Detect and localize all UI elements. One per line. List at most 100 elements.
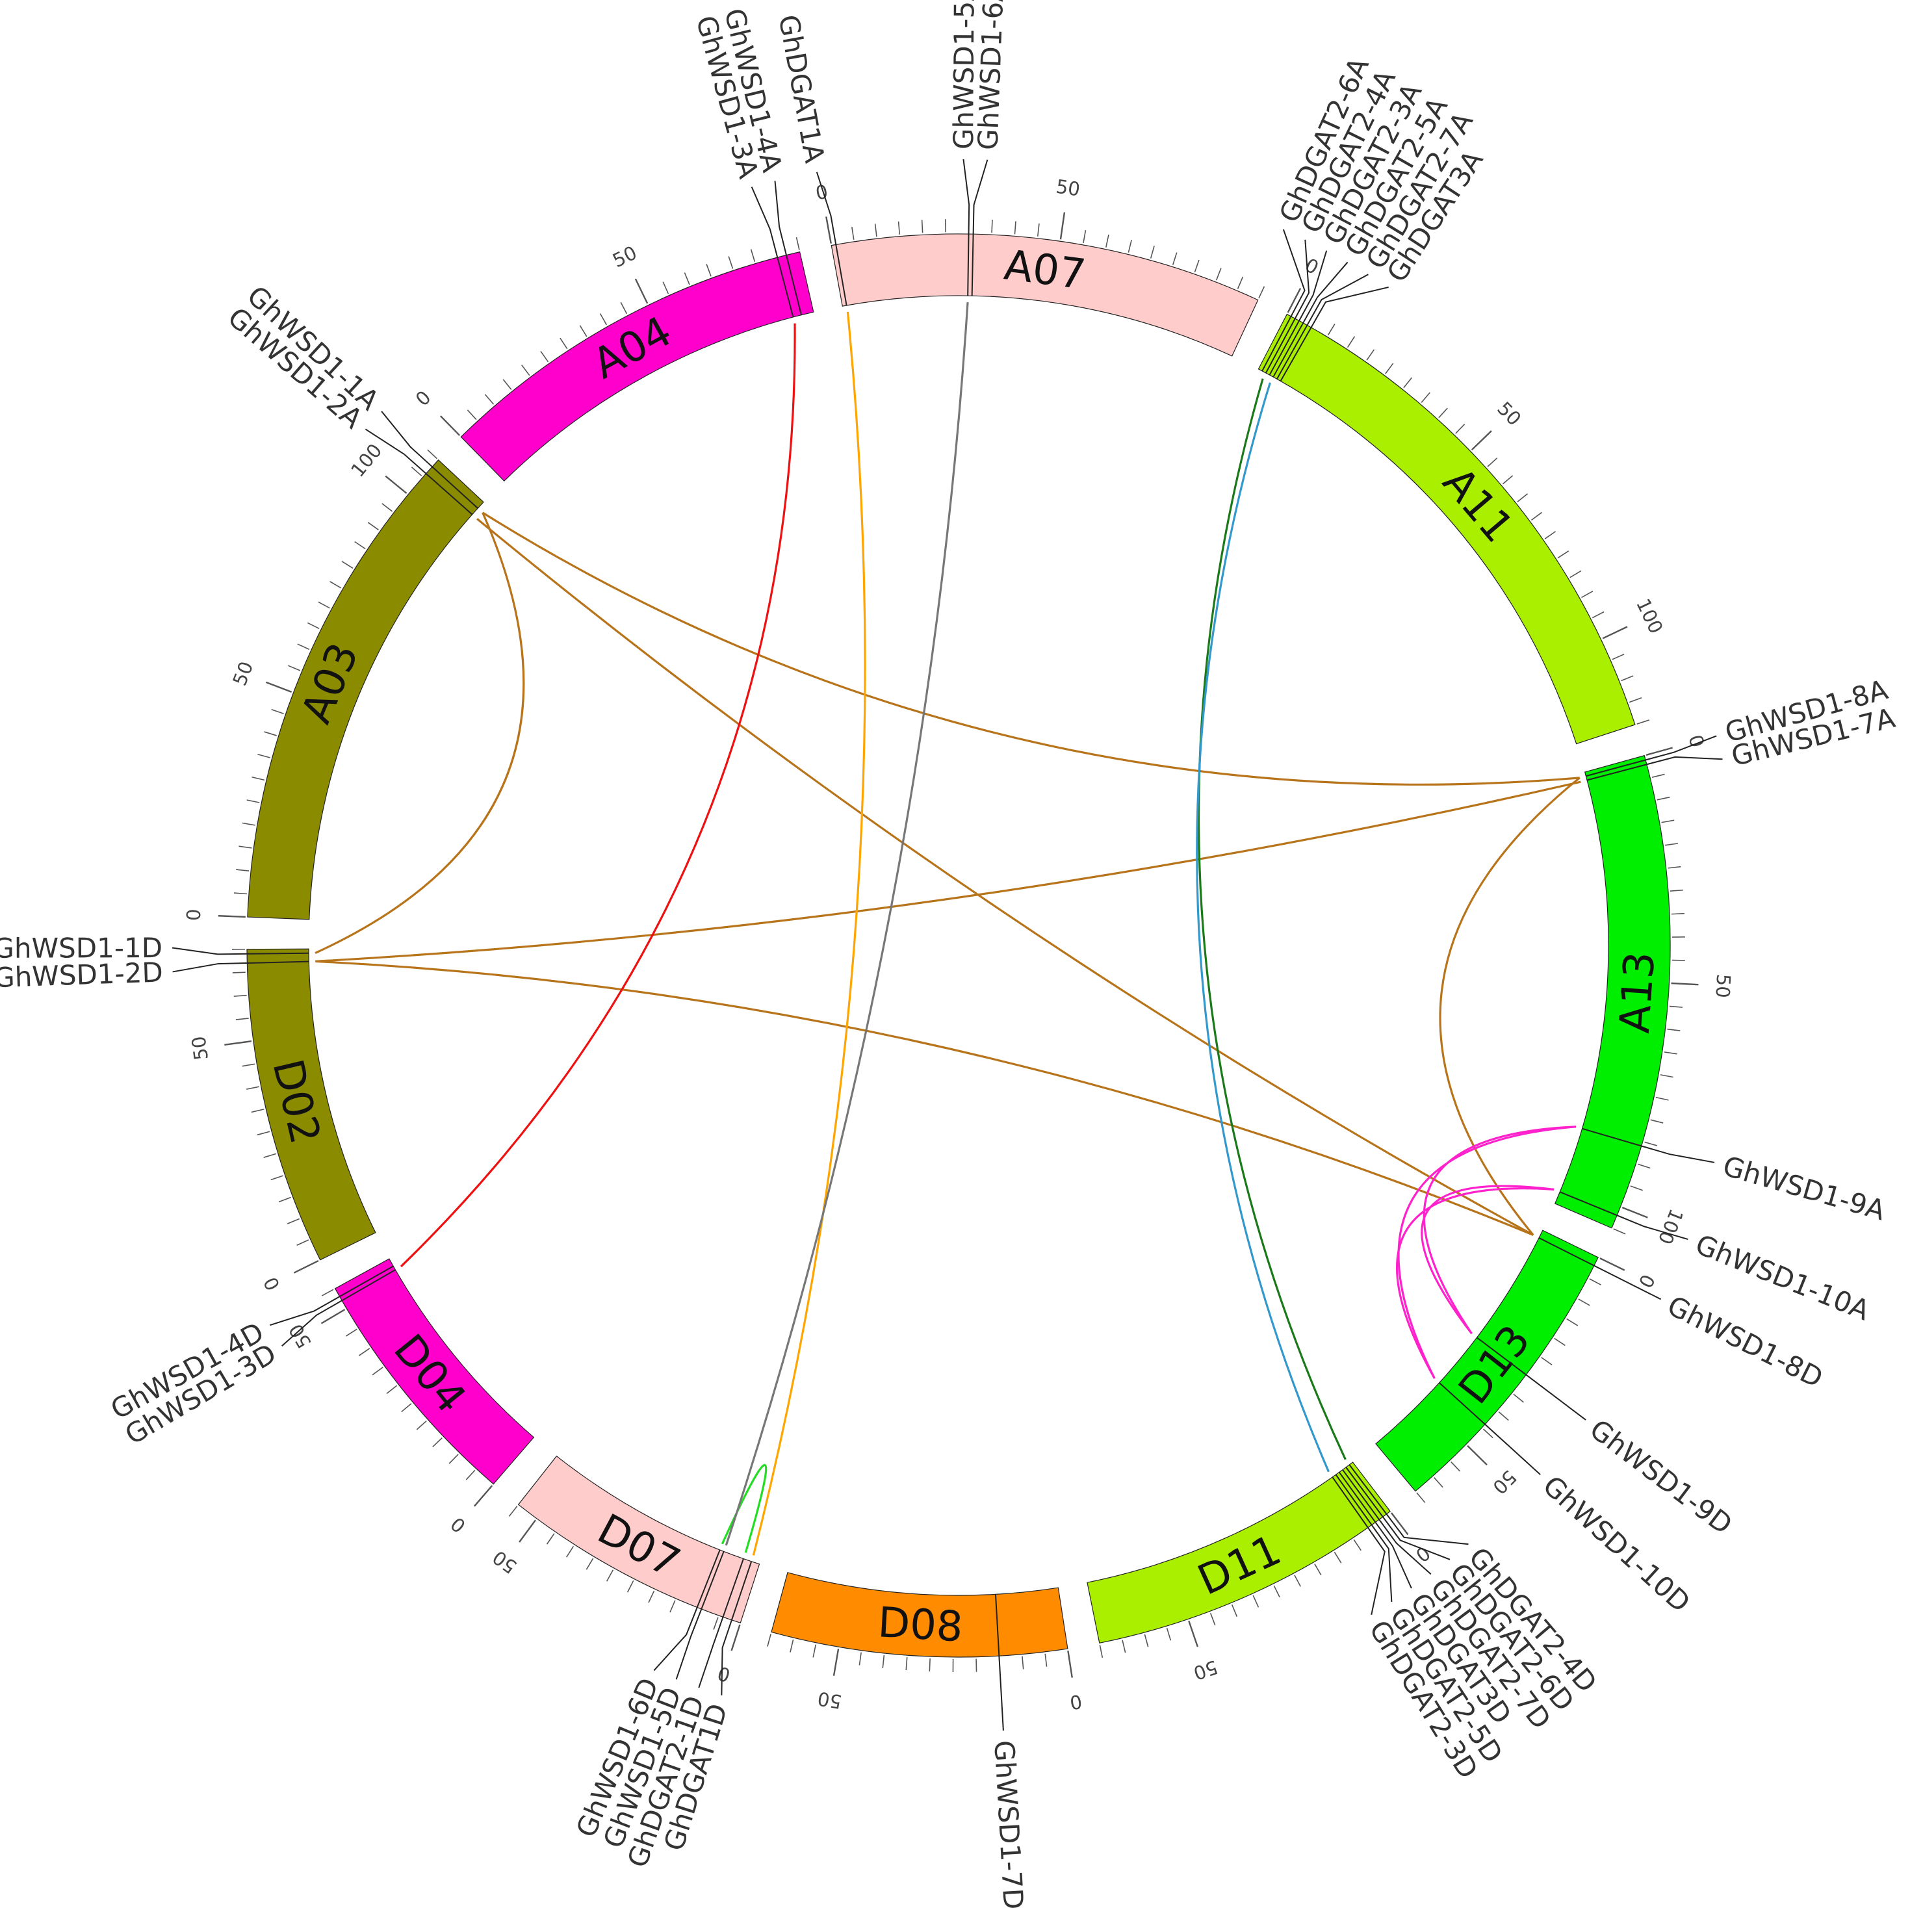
scale-tick [242, 822, 255, 826]
scale-tick [662, 281, 669, 294]
scale-tick [1651, 773, 1665, 778]
scale-tick [1434, 1477, 1443, 1488]
synteny-link [1439, 777, 1581, 1236]
scale-label: 0 [814, 181, 829, 205]
scale-tick [251, 1109, 265, 1113]
scale-label: 0 [411, 386, 435, 410]
chromosome-a13 [1555, 754, 1671, 1229]
scale-tick [1144, 1634, 1149, 1647]
scale-tick [264, 731, 277, 736]
scale-tick [1467, 1445, 1488, 1466]
scale-tick [858, 1652, 862, 1666]
scale-label: 50 [1493, 398, 1525, 430]
scale-tick [252, 776, 265, 781]
scale-tick [354, 541, 366, 550]
scale-tick [851, 227, 855, 240]
scale-tick [329, 581, 342, 589]
chromosome-d11 [1087, 1462, 1391, 1644]
scale-tick [372, 1367, 383, 1376]
scale-tick [1664, 843, 1679, 846]
scale-tick [345, 1328, 357, 1337]
scale-tick [905, 1657, 908, 1671]
scale-label: 50 [609, 242, 640, 272]
scale-tick [1237, 276, 1244, 289]
scale-tick [812, 1644, 816, 1658]
synteny-link [400, 323, 796, 1268]
scale-tick [1471, 430, 1492, 451]
scale-tick [1327, 324, 1336, 336]
gene-leader-line [1439, 1382, 1541, 1475]
scale-tick [626, 1580, 634, 1593]
scale-tick [832, 1649, 840, 1676]
scale-tick [320, 1309, 346, 1324]
scale-tick [1416, 1492, 1426, 1503]
scale-tick [713, 1617, 719, 1630]
link-layer [315, 302, 1581, 1556]
scale-tick [411, 467, 422, 476]
chromosome-d07 [517, 1455, 760, 1624]
scale-tick [634, 278, 649, 304]
scale-tick [1554, 1337, 1566, 1346]
scale-label: 0 [259, 1274, 285, 1294]
scale-tick [874, 224, 877, 237]
scale-tick [1613, 1228, 1626, 1235]
scale-tick [1451, 1462, 1461, 1472]
scale-label: 0 [446, 1513, 470, 1538]
scale-tick [1194, 259, 1200, 273]
synteny-link [1421, 1185, 1555, 1335]
scale-tick [648, 1590, 655, 1603]
scale-tick [795, 237, 800, 250]
scale-tick [473, 1485, 493, 1507]
scale-tick [1099, 1645, 1103, 1658]
scale-tick [1517, 493, 1529, 502]
scale-tick [1669, 1005, 1683, 1008]
scale-tick [540, 350, 549, 363]
scale-label: 100 [1632, 595, 1668, 638]
scale-tick [448, 1454, 459, 1464]
scale-tick [242, 1063, 255, 1067]
scale-tick [1650, 1119, 1664, 1124]
scale-tick [1122, 1640, 1126, 1653]
scale-label: 0 [1068, 1690, 1083, 1714]
gene-leader-line [1345, 1467, 1451, 1560]
scale-tick [401, 1403, 412, 1413]
scale-tick [385, 475, 407, 495]
gene-leader-line [721, 1561, 753, 1695]
scale-tick [1385, 363, 1394, 374]
synteny-link [482, 511, 1580, 786]
gene-leader-line [774, 181, 802, 315]
scale-tick [1661, 819, 1675, 823]
scale-tick [1502, 475, 1514, 485]
scale-tick [1612, 653, 1625, 660]
scale-label: 50 [285, 1320, 316, 1352]
scale-tick [293, 1260, 319, 1274]
chromosome-d02 [246, 948, 376, 1261]
gene-label: GhWSD1-6A [972, 0, 1009, 151]
scale-tick [1636, 719, 1650, 725]
scale-tick [265, 681, 292, 693]
scale-tick [465, 1469, 476, 1480]
gene-label: GhWSD1-7D [988, 1740, 1029, 1911]
scale-tick [546, 1533, 555, 1545]
scale-label: 50 [228, 658, 257, 689]
synteny-link [1196, 382, 1330, 1473]
scale-tick [1541, 1357, 1553, 1365]
gene-leader-line [1538, 1237, 1662, 1300]
scale-tick [239, 845, 252, 849]
gene-leader-line [653, 1549, 721, 1671]
scale-tick [1621, 675, 1634, 682]
scale-tick [296, 1239, 309, 1246]
scale-tick [257, 1131, 270, 1136]
gene-leader-line [962, 159, 970, 296]
scale-tick [1629, 697, 1642, 703]
gene-leader-line [751, 187, 794, 318]
gene-leader-line [698, 1558, 744, 1688]
gene-leader-line [1272, 261, 1349, 378]
scale-tick [270, 1175, 283, 1181]
scale-tick [790, 1639, 794, 1653]
scale-tick [318, 601, 330, 609]
scale-tick [232, 972, 246, 973]
gene-label: GhWSD1-8D [1662, 1289, 1828, 1394]
scale-tick [728, 256, 734, 269]
